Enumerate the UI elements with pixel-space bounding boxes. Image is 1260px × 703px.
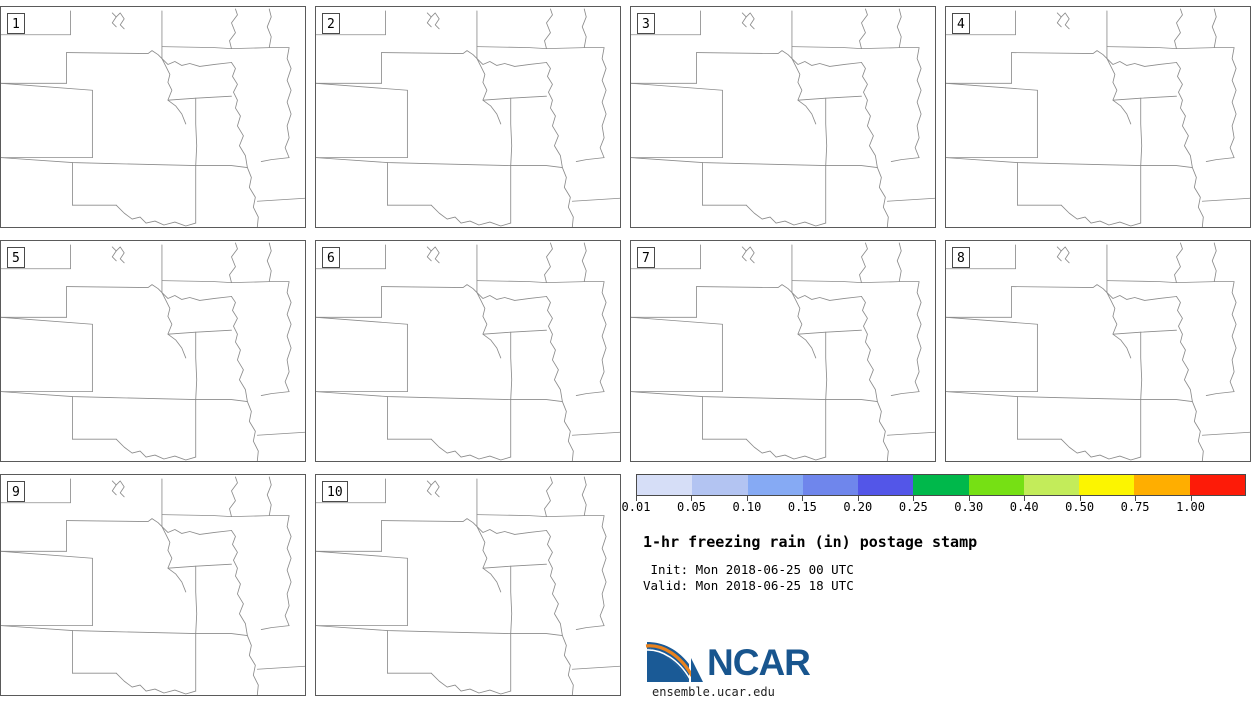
colorbar-tick-label-2: 0.10: [732, 500, 762, 514]
colorbar-segment-2: [747, 475, 803, 495]
map-panel-5[interactable]: 5: [0, 240, 306, 462]
ncar-logo-icon: [645, 642, 703, 682]
map-panel-9[interactable]: 9: [0, 474, 306, 696]
colorbar-strip: [636, 474, 1246, 496]
colorbar-tick-label-3: 0.15: [787, 500, 817, 514]
map-panel-10[interactable]: 10: [315, 474, 621, 696]
colorbar-segment-7: [1023, 475, 1080, 495]
panel-number-label: 4: [952, 13, 970, 34]
colorbar-segment-1: [692, 475, 748, 495]
colorbar-tick-6: [968, 496, 970, 501]
colorbar-tick-7: [1024, 496, 1026, 501]
panel-number-label: 8: [952, 247, 970, 268]
colorbar-tick-label-1: 0.05: [677, 500, 706, 514]
colorbar-tick-10: [1190, 496, 1192, 501]
panel-number-label: 2: [322, 13, 340, 34]
colorbar-tick-1: [691, 496, 693, 501]
panel-number-label: 5: [7, 247, 25, 268]
colorbar-segment-9: [1134, 475, 1190, 495]
colorbar-segment-5: [913, 475, 969, 495]
init-time-label: Init: Mon 2018-06-25 00 UTC: [643, 562, 854, 577]
colorbar-tick-label-10: 1.00: [1176, 500, 1205, 514]
colorbar-ticks: [636, 496, 1246, 502]
panel-number-label: 9: [7, 481, 25, 502]
colorbar-segment-4: [858, 475, 914, 495]
panel-number-label: 10: [322, 481, 348, 502]
colorbar-tick-label-9: 0.75: [1120, 500, 1150, 514]
colorbar-segment-6: [968, 475, 1024, 495]
map-panel-4[interactable]: 4: [945, 6, 1251, 228]
colorbar-tick-label-8: 0.50: [1065, 500, 1095, 514]
colorbar-tick-3: [802, 496, 804, 501]
map-panel-3[interactable]: 3: [630, 6, 936, 228]
colorbar-tick-label-5: 0.25: [898, 500, 928, 514]
colorbar-segment-0: [637, 475, 693, 495]
colorbar-segment-10: [1189, 475, 1245, 495]
colorbar: 0.01 0.05 0.10 0.15 0.20 0.25 0.30 0.40 0.50 0.75…: [622, 474, 1248, 516]
colorbar-segment-8: [1079, 475, 1135, 495]
colorbar-tick-9: [1135, 496, 1137, 501]
panel-number-label: 1: [7, 13, 25, 34]
colorbar-tick-label-4: 0.20: [843, 500, 873, 514]
ensemble-url-label: ensemble.ucar.edu: [652, 685, 775, 699]
map-panel-2[interactable]: 2: [315, 6, 621, 228]
panel-number-label: 6: [322, 247, 340, 268]
colorbar-segment-3: [802, 475, 859, 495]
colorbar-tick-8: [1079, 496, 1081, 501]
map-panel-8[interactable]: 8: [945, 240, 1251, 462]
colorbar-tick-0: [636, 496, 637, 501]
panel-number-label: 7: [637, 247, 655, 268]
page-title: 1-hr freezing rain (in) postage stamp: [643, 533, 978, 551]
colorbar-tick-label-7: 0.40: [1009, 500, 1039, 514]
colorbar-tick-labels: 0.01 0.05 0.10 0.15 0.20 0.25 0.30 0.40 0.50 0.75…: [622, 500, 1246, 516]
ncar-logo: NCAR ensemble.ucar.edu: [645, 638, 905, 700]
colorbar-tick-5: [913, 496, 915, 501]
ncar-wordmark: NCAR: [707, 642, 811, 683]
colorbar-tick-label-6: 0.30: [954, 500, 984, 514]
valid-time-label: Valid: Mon 2018-06-25 18 UTC: [643, 578, 854, 593]
map-panel-7[interactable]: 7: [630, 240, 936, 462]
colorbar-tick-2: [746, 496, 748, 501]
figure-info-block: 1-hr freezing rain (in) postage stamp In…: [643, 533, 1233, 594]
map-panel-6[interactable]: 6: [315, 240, 621, 462]
colorbar-tick-4: [857, 496, 859, 501]
panel-number-label: 3: [637, 13, 655, 34]
colorbar-tick-label-0: 0.01: [621, 500, 651, 514]
map-panel-1[interactable]: 1: [0, 6, 306, 228]
